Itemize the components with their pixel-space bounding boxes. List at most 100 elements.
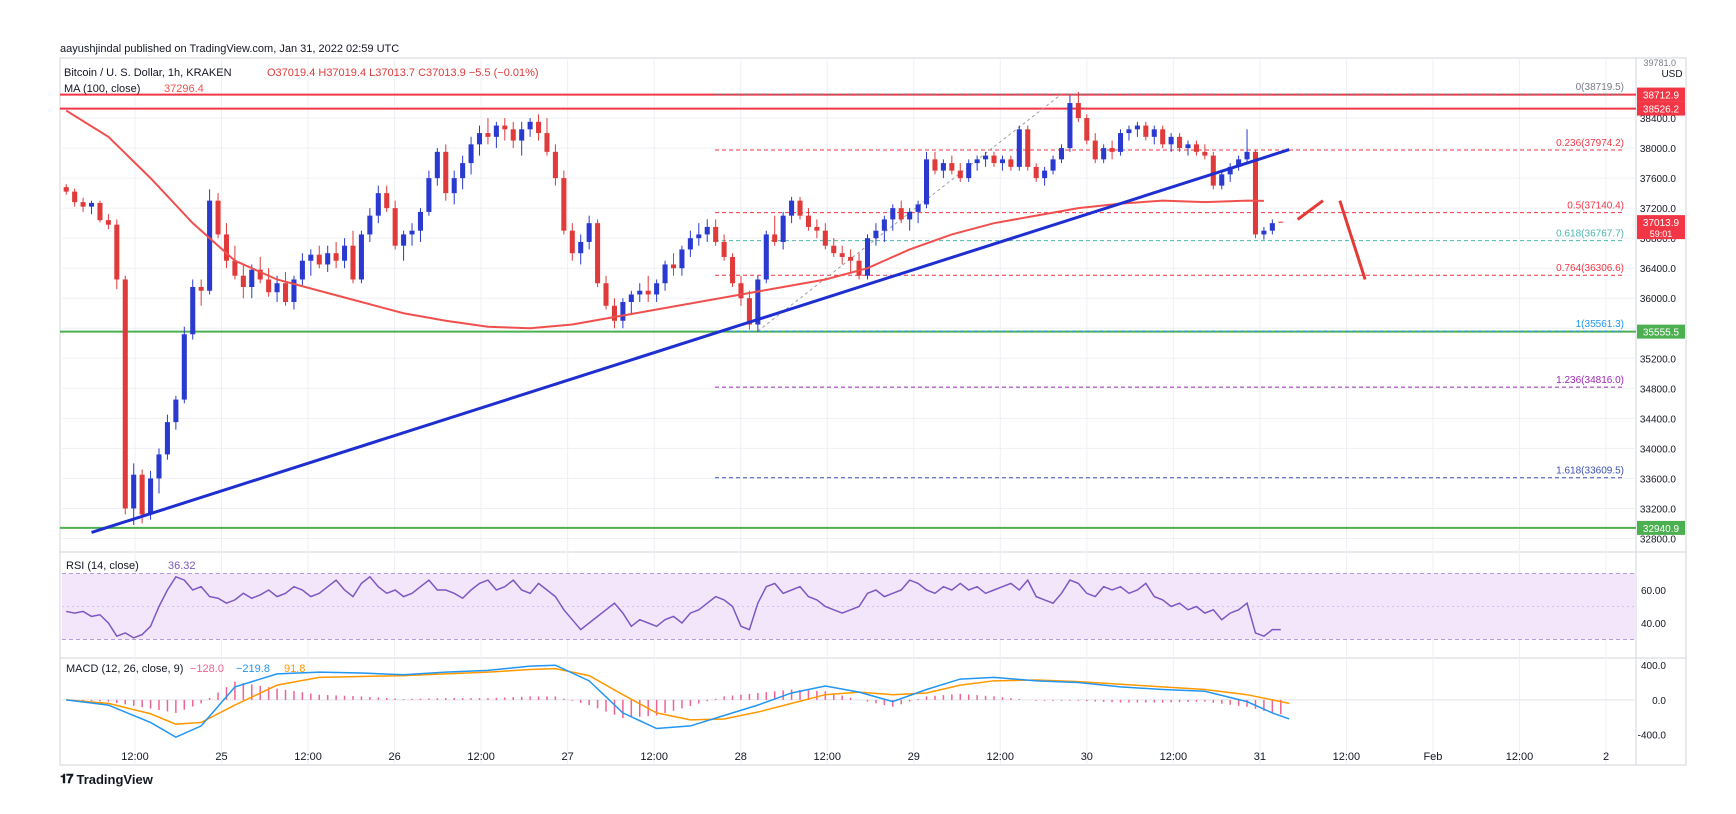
candle-body — [628, 294, 634, 302]
candle-body — [1058, 148, 1065, 160]
ohlc-legend: O37019.4 H37019.4 L37013.7 C37013.9 −5.5… — [267, 67, 539, 79]
candle-body — [957, 170, 963, 179]
candle-body — [1219, 174, 1225, 186]
candle-body — [358, 234, 364, 280]
candle-body — [763, 234, 769, 280]
candle-body — [595, 223, 601, 284]
candle-body — [1244, 151, 1250, 160]
candle-body — [1151, 129, 1157, 137]
price-badge-label: 38712.9 — [1643, 91, 1680, 102]
countdown-label: 59:01 — [1650, 229, 1673, 239]
candle-body — [291, 279, 297, 302]
tradingview-logo[interactable]: 𝟏𝟕 TradingView — [60, 771, 153, 787]
candle-body — [881, 219, 887, 231]
candle-body — [384, 193, 390, 209]
fib-level-label: 1(35561.3) — [1576, 319, 1624, 330]
candle-body — [856, 260, 862, 276]
candle-body — [814, 226, 820, 231]
candle-body — [164, 422, 170, 455]
macd-value: −219.8 — [236, 663, 270, 675]
candle-body — [1033, 166, 1039, 179]
candle-body — [519, 129, 525, 141]
candle-body — [493, 125, 499, 137]
candle-body — [240, 275, 246, 287]
candle-body — [527, 121, 533, 130]
candle-body — [704, 226, 710, 235]
candle-body — [890, 208, 896, 220]
candle-body — [215, 200, 221, 235]
time-tick-label: 12:00 — [294, 751, 322, 763]
rsi-tick-label: 60.00 — [1641, 586, 1666, 597]
candle-body — [97, 202, 103, 221]
candle-body — [1067, 103, 1073, 149]
ma-legend-value: 37296.4 — [164, 83, 204, 95]
price-tick-label: 34000.0 — [1640, 444, 1677, 455]
candle-body — [232, 260, 238, 276]
candle-body — [1278, 221, 1284, 223]
bullish-trendline — [91, 148, 1290, 534]
price-badge-label: 35555.5 — [1643, 328, 1680, 339]
candle-body — [991, 155, 997, 164]
projection-down-segment — [1338, 200, 1367, 280]
candle-body — [1236, 159, 1242, 167]
price-tick-label: 35200.0 — [1640, 354, 1677, 365]
rsi-legend-label: RSI (14, close) — [66, 560, 139, 572]
candle-body — [148, 478, 154, 515]
price-badge-label: 37013.9 — [1643, 218, 1680, 229]
time-tick-label: Feb — [1423, 751, 1442, 763]
candle-body — [460, 163, 466, 179]
candle-body — [940, 163, 946, 171]
candle-body — [1252, 151, 1259, 235]
symbol-legend: Bitcoin / U. S. Dollar, 1h, KRAKEN — [64, 67, 232, 79]
time-tick-label: 12:00 — [987, 751, 1015, 763]
time-tick-label: 26 — [388, 751, 400, 763]
tradingview-logo-text: TradingView — [76, 771, 153, 787]
fib-level-label: 0.764(36306.6) — [1556, 263, 1624, 274]
candle-body — [266, 279, 272, 293]
candle-body — [392, 208, 398, 246]
candle-body — [485, 133, 491, 137]
candle-body — [544, 133, 550, 152]
candle-body — [451, 178, 457, 194]
fib-level-label: 0.618(36767.7) — [1556, 229, 1624, 240]
candle-body — [1202, 151, 1208, 156]
candle-body — [797, 200, 803, 216]
candle-body — [611, 305, 617, 321]
price-tick-label: 33200.0 — [1640, 504, 1677, 515]
rsi-tick-label: 40.00 — [1641, 619, 1666, 630]
candle-body — [873, 230, 879, 239]
time-tick-label: 31 — [1254, 751, 1266, 763]
candle-body — [1134, 125, 1140, 130]
candle-body — [105, 220, 111, 225]
candle-body — [510, 129, 516, 141]
candle-body — [173, 399, 179, 423]
price-tick-label: 36000.0 — [1640, 294, 1677, 305]
price-badge — [1637, 215, 1685, 240]
candle-body — [848, 256, 854, 261]
candle-body — [443, 151, 449, 194]
candle-body — [569, 230, 575, 254]
candle-body — [552, 151, 558, 179]
candle-body — [949, 163, 955, 171]
candle-body — [409, 230, 415, 235]
candle-body — [63, 187, 69, 192]
candle-body — [282, 283, 289, 302]
candle-body — [932, 159, 938, 171]
candle-body — [974, 159, 980, 164]
candle-body — [1269, 223, 1275, 231]
candle-body — [805, 215, 811, 227]
candle-body — [864, 238, 871, 276]
candle-body — [316, 254, 322, 265]
price-badge — [1637, 101, 1685, 116]
candle-body — [1160, 129, 1166, 145]
candle-body — [434, 151, 440, 179]
time-tick-label: 29 — [908, 751, 920, 763]
candle-body — [687, 238, 693, 250]
candle-body — [620, 302, 626, 321]
candle-body — [1016, 129, 1022, 167]
candle-body — [249, 269, 255, 287]
candle-body — [401, 234, 407, 246]
candle-body — [578, 241, 584, 254]
candle-body — [1084, 118, 1090, 141]
